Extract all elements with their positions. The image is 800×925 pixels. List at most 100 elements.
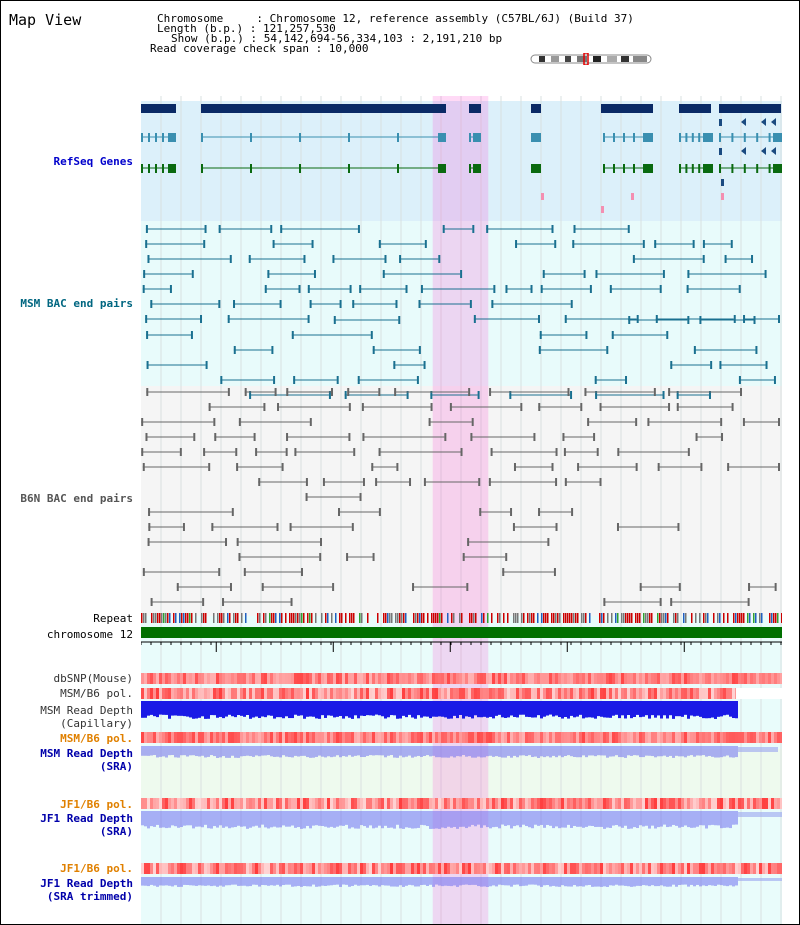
repeat-feature xyxy=(577,613,579,623)
polymorphism-cell xyxy=(774,798,777,809)
polymorphism-cell xyxy=(684,863,687,874)
refseq-genes-label[interactable]: RefSeq Genes xyxy=(53,155,133,168)
polymorphism-cell xyxy=(618,688,621,699)
polymorphism-cell xyxy=(555,673,558,684)
repeat-feature xyxy=(299,613,301,623)
read-depth-bar xyxy=(297,877,300,886)
polymorphism-cell xyxy=(285,863,288,874)
bac-end xyxy=(668,388,671,396)
polymorphism-cell xyxy=(621,688,624,699)
polymorphism-cell xyxy=(735,798,738,809)
polymorphism-cell xyxy=(228,863,231,874)
repeat-feature xyxy=(753,613,755,623)
bac-end xyxy=(420,285,423,293)
bac-end xyxy=(319,553,322,561)
read-depth-bar xyxy=(483,746,486,758)
polymorphism-cell xyxy=(633,863,636,874)
read-depth-tail xyxy=(738,878,782,881)
polymorphism-cell xyxy=(441,732,444,743)
bac-end xyxy=(332,583,335,591)
read-depth-bar xyxy=(642,877,645,886)
polymorphism-cell xyxy=(342,863,345,874)
polymorphism-cell xyxy=(651,673,654,684)
polymorphism-cell xyxy=(213,863,216,874)
read-depth-bar xyxy=(558,811,561,829)
bac-end xyxy=(564,478,567,486)
read-depth-bar xyxy=(699,746,702,756)
polymorphism-cell xyxy=(279,798,282,809)
bac-end xyxy=(145,225,148,233)
read-depth-bar xyxy=(285,877,288,885)
polymorphism-cell xyxy=(324,688,327,699)
repeat-feature xyxy=(161,613,163,623)
bac-end xyxy=(533,433,536,441)
bac-end xyxy=(409,478,412,486)
gene-arrow xyxy=(741,147,746,155)
read-depth-bar xyxy=(381,701,384,717)
polymorphism-cell xyxy=(519,688,522,699)
polymorphism-cell xyxy=(291,673,294,684)
polymorphism-cell xyxy=(465,688,468,699)
polymorphism-cell xyxy=(243,732,246,743)
polymorphism-cell xyxy=(198,798,201,809)
read-depth-bar xyxy=(462,701,465,719)
bac-end xyxy=(145,240,148,248)
polymorphism-cell xyxy=(255,732,258,743)
bac-end xyxy=(339,300,342,308)
polymorphism-cell xyxy=(261,863,264,874)
bac-end xyxy=(460,270,463,278)
polymorphism-cell xyxy=(285,688,288,699)
b6n-bac-label[interactable]: B6N BAC end pairs xyxy=(20,492,133,505)
read-depth-bar xyxy=(477,877,480,887)
bac-end xyxy=(362,478,365,486)
polymorphism-cell xyxy=(159,863,162,874)
bac-end xyxy=(773,376,776,384)
bac-end xyxy=(572,240,575,248)
polymorphism-cell xyxy=(519,732,522,743)
read-depth-bar xyxy=(558,701,561,718)
polymorphism-cell xyxy=(717,863,720,874)
read-depth-bar xyxy=(273,811,276,827)
read-depth-bar xyxy=(351,811,354,828)
read-depth-bar xyxy=(174,701,177,716)
repeat-feature xyxy=(781,613,782,623)
read-depth-bar xyxy=(180,746,183,756)
read-depth-bar xyxy=(270,811,273,828)
polymorphism-cell xyxy=(660,863,663,874)
repeat-feature xyxy=(227,613,229,623)
polymorphism-cell xyxy=(180,732,183,743)
polymorphism-cell xyxy=(441,688,444,699)
polymorphism-cell xyxy=(657,673,660,684)
gene-exon xyxy=(613,133,615,142)
bac-end xyxy=(493,285,496,293)
polymorphism-cell xyxy=(561,688,564,699)
read-depth-bar xyxy=(528,746,531,756)
polymorphism-cell xyxy=(519,863,522,874)
read-depth-bar xyxy=(420,877,423,886)
polymorphism-cell xyxy=(309,673,312,684)
polymorphism-cell xyxy=(375,673,378,684)
polymorphism-cell xyxy=(768,673,771,684)
msm-bac-label[interactable]: MSM BAC end pairs xyxy=(20,297,133,310)
read-depth-bar xyxy=(270,701,273,716)
read-depth-bar xyxy=(705,877,708,887)
polymorphism-cell xyxy=(618,863,621,874)
read-depth-bar xyxy=(225,877,228,886)
read-depth-bar xyxy=(669,877,672,887)
polymorphism-cell xyxy=(483,688,486,699)
polymorphism-cell xyxy=(714,732,717,743)
bac-end xyxy=(567,388,570,396)
bac-end xyxy=(225,538,228,546)
polymorphism-cell xyxy=(264,863,267,874)
chromosome-ideogram[interactable] xyxy=(529,53,653,65)
polymorphism-cell xyxy=(717,673,720,684)
repeat-feature xyxy=(537,613,539,623)
polymorphism-cell xyxy=(525,688,528,699)
track-area[interactable] xyxy=(141,96,782,924)
bac-end xyxy=(676,391,679,399)
bac-end xyxy=(642,240,645,248)
polymorphism-cell xyxy=(264,798,267,809)
bac-end xyxy=(331,388,334,396)
polymorphism-cell xyxy=(327,732,330,743)
polymorphism-cell xyxy=(471,688,474,699)
